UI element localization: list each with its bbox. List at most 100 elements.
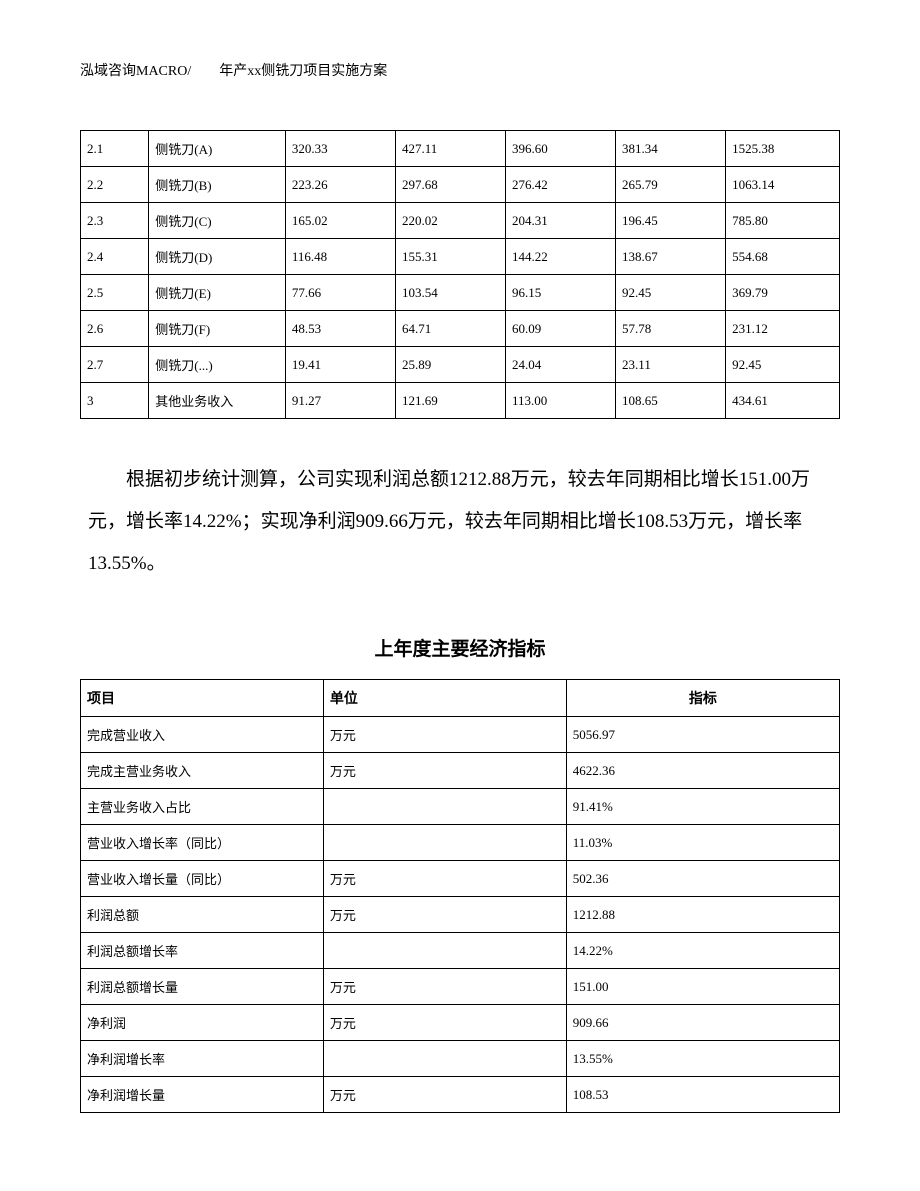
table-row: 营业收入增长量（同比）万元502.36 bbox=[81, 861, 840, 897]
table-cell: 91.27 bbox=[285, 383, 395, 419]
table-cell: 2.4 bbox=[81, 239, 149, 275]
table-cell: 434.61 bbox=[726, 383, 840, 419]
table-cell: 91.41% bbox=[566, 789, 839, 825]
table-cell bbox=[323, 933, 566, 969]
table-cell: 92.45 bbox=[726, 347, 840, 383]
table-cell: 64.71 bbox=[395, 311, 505, 347]
table-cell: 108.53 bbox=[566, 1077, 839, 1113]
table-cell: 净利润增长率 bbox=[81, 1041, 324, 1077]
table-cell: 320.33 bbox=[285, 131, 395, 167]
table-cell: 369.79 bbox=[726, 275, 840, 311]
table-cell: 103.54 bbox=[395, 275, 505, 311]
table-cell: 381.34 bbox=[616, 131, 726, 167]
table-cell: 主营业务收入占比 bbox=[81, 789, 324, 825]
table-row: 完成主营业务收入万元4622.36 bbox=[81, 753, 840, 789]
table-cell: 231.12 bbox=[726, 311, 840, 347]
table-cell: 侧铣刀(C) bbox=[149, 203, 286, 239]
table-cell: 2.2 bbox=[81, 167, 149, 203]
table-cell: 5056.97 bbox=[566, 717, 839, 753]
table-row: 利润总额万元1212.88 bbox=[81, 897, 840, 933]
table-cell: 利润总额增长量 bbox=[81, 969, 324, 1005]
table-cell: 14.22% bbox=[566, 933, 839, 969]
table-cell: 909.66 bbox=[566, 1005, 839, 1041]
table-cell: 19.41 bbox=[285, 347, 395, 383]
table-cell: 侧铣刀(F) bbox=[149, 311, 286, 347]
table-header-cell: 单位 bbox=[323, 680, 566, 717]
table-cell: 113.00 bbox=[506, 383, 616, 419]
table-cell: 万元 bbox=[323, 717, 566, 753]
table-cell: 24.04 bbox=[506, 347, 616, 383]
table-cell: 1063.14 bbox=[726, 167, 840, 203]
table-row: 2.1侧铣刀(A)320.33427.11396.60381.341525.38 bbox=[81, 131, 840, 167]
table-cell: 利润总额 bbox=[81, 897, 324, 933]
table-cell: 侧铣刀(B) bbox=[149, 167, 286, 203]
table-cell: 侧铣刀(E) bbox=[149, 275, 286, 311]
table-cell: 1525.38 bbox=[726, 131, 840, 167]
table-cell: 2.3 bbox=[81, 203, 149, 239]
table-cell: 11.03% bbox=[566, 825, 839, 861]
table-cell bbox=[323, 825, 566, 861]
page-header: 泓域咨询MACRO/ 年产xx侧铣刀项目实施方案 bbox=[80, 60, 840, 80]
table-cell: 297.68 bbox=[395, 167, 505, 203]
table-row: 营业收入增长率（同比） 11.03% bbox=[81, 825, 840, 861]
table-cell bbox=[323, 789, 566, 825]
table-cell: 96.15 bbox=[506, 275, 616, 311]
table-cell: 1212.88 bbox=[566, 897, 839, 933]
table-row: 完成营业收入万元5056.97 bbox=[81, 717, 840, 753]
table-cell: 204.31 bbox=[506, 203, 616, 239]
table-cell: 220.02 bbox=[395, 203, 505, 239]
table-cell: 2.7 bbox=[81, 347, 149, 383]
table-cell: 196.45 bbox=[616, 203, 726, 239]
table-cell: 侧铣刀(A) bbox=[149, 131, 286, 167]
table-cell: 144.22 bbox=[506, 239, 616, 275]
table-cell: 营业收入增长量（同比） bbox=[81, 861, 324, 897]
table-header-row: 项目 单位 指标 bbox=[81, 680, 840, 717]
table-row: 2.5侧铣刀(E)77.66103.5496.1592.45369.79 bbox=[81, 275, 840, 311]
table-cell: 396.60 bbox=[506, 131, 616, 167]
table-cell: 785.80 bbox=[726, 203, 840, 239]
section-title: 上年度主要经济指标 bbox=[80, 634, 840, 661]
table-cell: 108.65 bbox=[616, 383, 726, 419]
table-cell: 侧铣刀(...) bbox=[149, 347, 286, 383]
table-cell: 其他业务收入 bbox=[149, 383, 286, 419]
summary-paragraph: 根据初步统计测算，公司实现利润总额1212.88万元，较去年同期相比增长151.… bbox=[80, 459, 840, 584]
table-row: 净利润增长率13.55% bbox=[81, 1041, 840, 1077]
table-cell: 3 bbox=[81, 383, 149, 419]
table-cell: 2.1 bbox=[81, 131, 149, 167]
table-cell: 121.69 bbox=[395, 383, 505, 419]
table-cell: 侧铣刀(D) bbox=[149, 239, 286, 275]
table-row: 净利润万元909.66 bbox=[81, 1005, 840, 1041]
table-row: 2.2侧铣刀(B)223.26297.68276.42265.791063.14 bbox=[81, 167, 840, 203]
table-cell: 60.09 bbox=[506, 311, 616, 347]
table-cell: 165.02 bbox=[285, 203, 395, 239]
table-row: 3其他业务收入91.27121.69113.00108.65434.61 bbox=[81, 383, 840, 419]
table-cell: 完成主营业务收入 bbox=[81, 753, 324, 789]
table-cell: 57.78 bbox=[616, 311, 726, 347]
table-cell: 23.11 bbox=[616, 347, 726, 383]
table-cell: 2.6 bbox=[81, 311, 149, 347]
table-cell: 155.31 bbox=[395, 239, 505, 275]
table-cell: 净利润增长量 bbox=[81, 1077, 324, 1113]
table-cell: 116.48 bbox=[285, 239, 395, 275]
table-row: 利润总额增长率14.22% bbox=[81, 933, 840, 969]
table-cell: 4622.36 bbox=[566, 753, 839, 789]
indicators-table: 项目 单位 指标 完成营业收入万元5056.97完成主营业务收入万元4622.3… bbox=[80, 679, 840, 1113]
table-header-cell: 指标 bbox=[566, 680, 839, 717]
table-cell: 25.89 bbox=[395, 347, 505, 383]
table-cell: 48.53 bbox=[285, 311, 395, 347]
table-row: 2.4侧铣刀(D)116.48155.31144.22138.67554.68 bbox=[81, 239, 840, 275]
table-header-cell: 项目 bbox=[81, 680, 324, 717]
table-cell: 92.45 bbox=[616, 275, 726, 311]
table-cell: 万元 bbox=[323, 1077, 566, 1113]
table-cell: 万元 bbox=[323, 969, 566, 1005]
table-cell: 2.5 bbox=[81, 275, 149, 311]
table-cell: 万元 bbox=[323, 861, 566, 897]
table-cell: 151.00 bbox=[566, 969, 839, 1005]
table-cell: 净利润 bbox=[81, 1005, 324, 1041]
table-cell: 营业收入增长率（同比） bbox=[81, 825, 324, 861]
table-cell: 完成营业收入 bbox=[81, 717, 324, 753]
table-cell: 223.26 bbox=[285, 167, 395, 203]
table-cell: 427.11 bbox=[395, 131, 505, 167]
table-row: 2.6侧铣刀(F)48.5364.7160.0957.78231.12 bbox=[81, 311, 840, 347]
table-cell: 502.36 bbox=[566, 861, 839, 897]
